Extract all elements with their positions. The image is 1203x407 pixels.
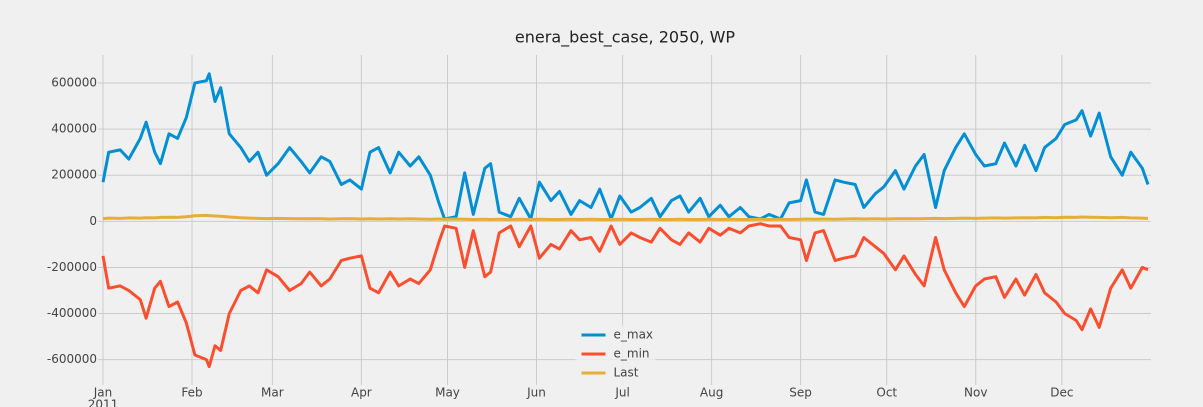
x-tick-label: Oct	[876, 386, 897, 400]
y-tick-label: -600000	[47, 352, 97, 366]
y-tick-label: 200000	[51, 168, 97, 182]
y-tick-label: -400000	[47, 306, 97, 320]
y-tick-label: 600000	[51, 76, 97, 90]
legend-label: e_min	[614, 347, 650, 361]
x-tick-label: Sep	[789, 386, 812, 400]
x-tick-label: Feb	[181, 386, 202, 400]
y-tick-label: 400000	[51, 122, 97, 136]
y-tick-label: 0	[89, 214, 97, 228]
y-tick-label: -200000	[47, 260, 97, 274]
lines	[101, 72, 1150, 369]
x-tick-label: Jun	[526, 386, 546, 400]
chart-title: enera_best_case, 2050, WP	[515, 28, 735, 48]
series-line	[101, 222, 1149, 369]
series-line	[102, 213, 1149, 221]
x-year-label: 2011	[88, 398, 119, 407]
x-tick-label: Apr	[351, 386, 372, 400]
x-tick-label: Jul	[614, 386, 629, 400]
legend: e_max e_min Last	[575, 325, 656, 385]
x-tick-label: May	[435, 386, 460, 400]
x-tick-label: Nov	[964, 386, 987, 400]
legend-label: Last	[614, 366, 639, 380]
x-tick-label: Jan	[93, 386, 113, 400]
x-tick-label: Aug	[700, 386, 723, 400]
legend-label: e_max	[614, 328, 654, 342]
x-tick-label: Mar	[261, 386, 284, 400]
x-tick-label: Dec	[1050, 386, 1073, 400]
